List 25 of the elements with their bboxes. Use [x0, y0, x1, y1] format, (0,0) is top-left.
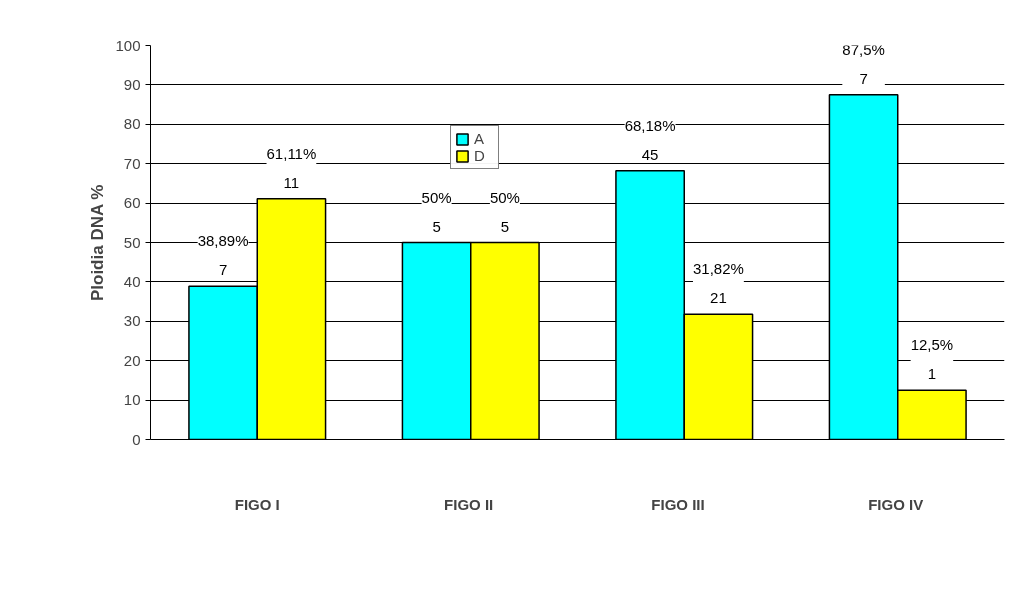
x-tick-label: FIGO II: [444, 495, 494, 513]
x-tick-label: FIGO III: [651, 495, 705, 513]
y-tick-label: 50: [123, 233, 141, 251]
y-tick-label: 10: [123, 391, 141, 409]
legend-label: D: [474, 147, 486, 164]
data-label: 50% 5: [489, 188, 520, 235]
y-tick-label: 70: [123, 154, 141, 172]
y-tick-label: 20: [123, 351, 141, 369]
y-tick-label: 0: [132, 430, 141, 448]
y-tick-label: 30: [123, 312, 141, 330]
data-label: 31,82% 21: [692, 260, 744, 307]
y-tick-label: 80: [123, 115, 141, 133]
data-label: 61,11% 11: [266, 144, 317, 191]
y-axis-title: Ploidia DNA %: [88, 184, 108, 302]
data-label: 68,18% 45: [624, 117, 676, 163]
data-label: 38,89% 7: [197, 232, 249, 279]
y-tick-label: 100: [115, 36, 141, 54]
legend-label: A: [474, 130, 485, 147]
y-tick-label: 90: [123, 75, 141, 93]
y-tick-label: 40: [123, 272, 141, 290]
data-label: 50% 5: [421, 188, 452, 235]
data-label: 12,5% 1: [910, 336, 954, 383]
y-tick-label: 60: [123, 194, 141, 212]
x-tick-label: FIGO IV: [868, 495, 924, 513]
x-tick-label: FIGO I: [234, 495, 280, 513]
